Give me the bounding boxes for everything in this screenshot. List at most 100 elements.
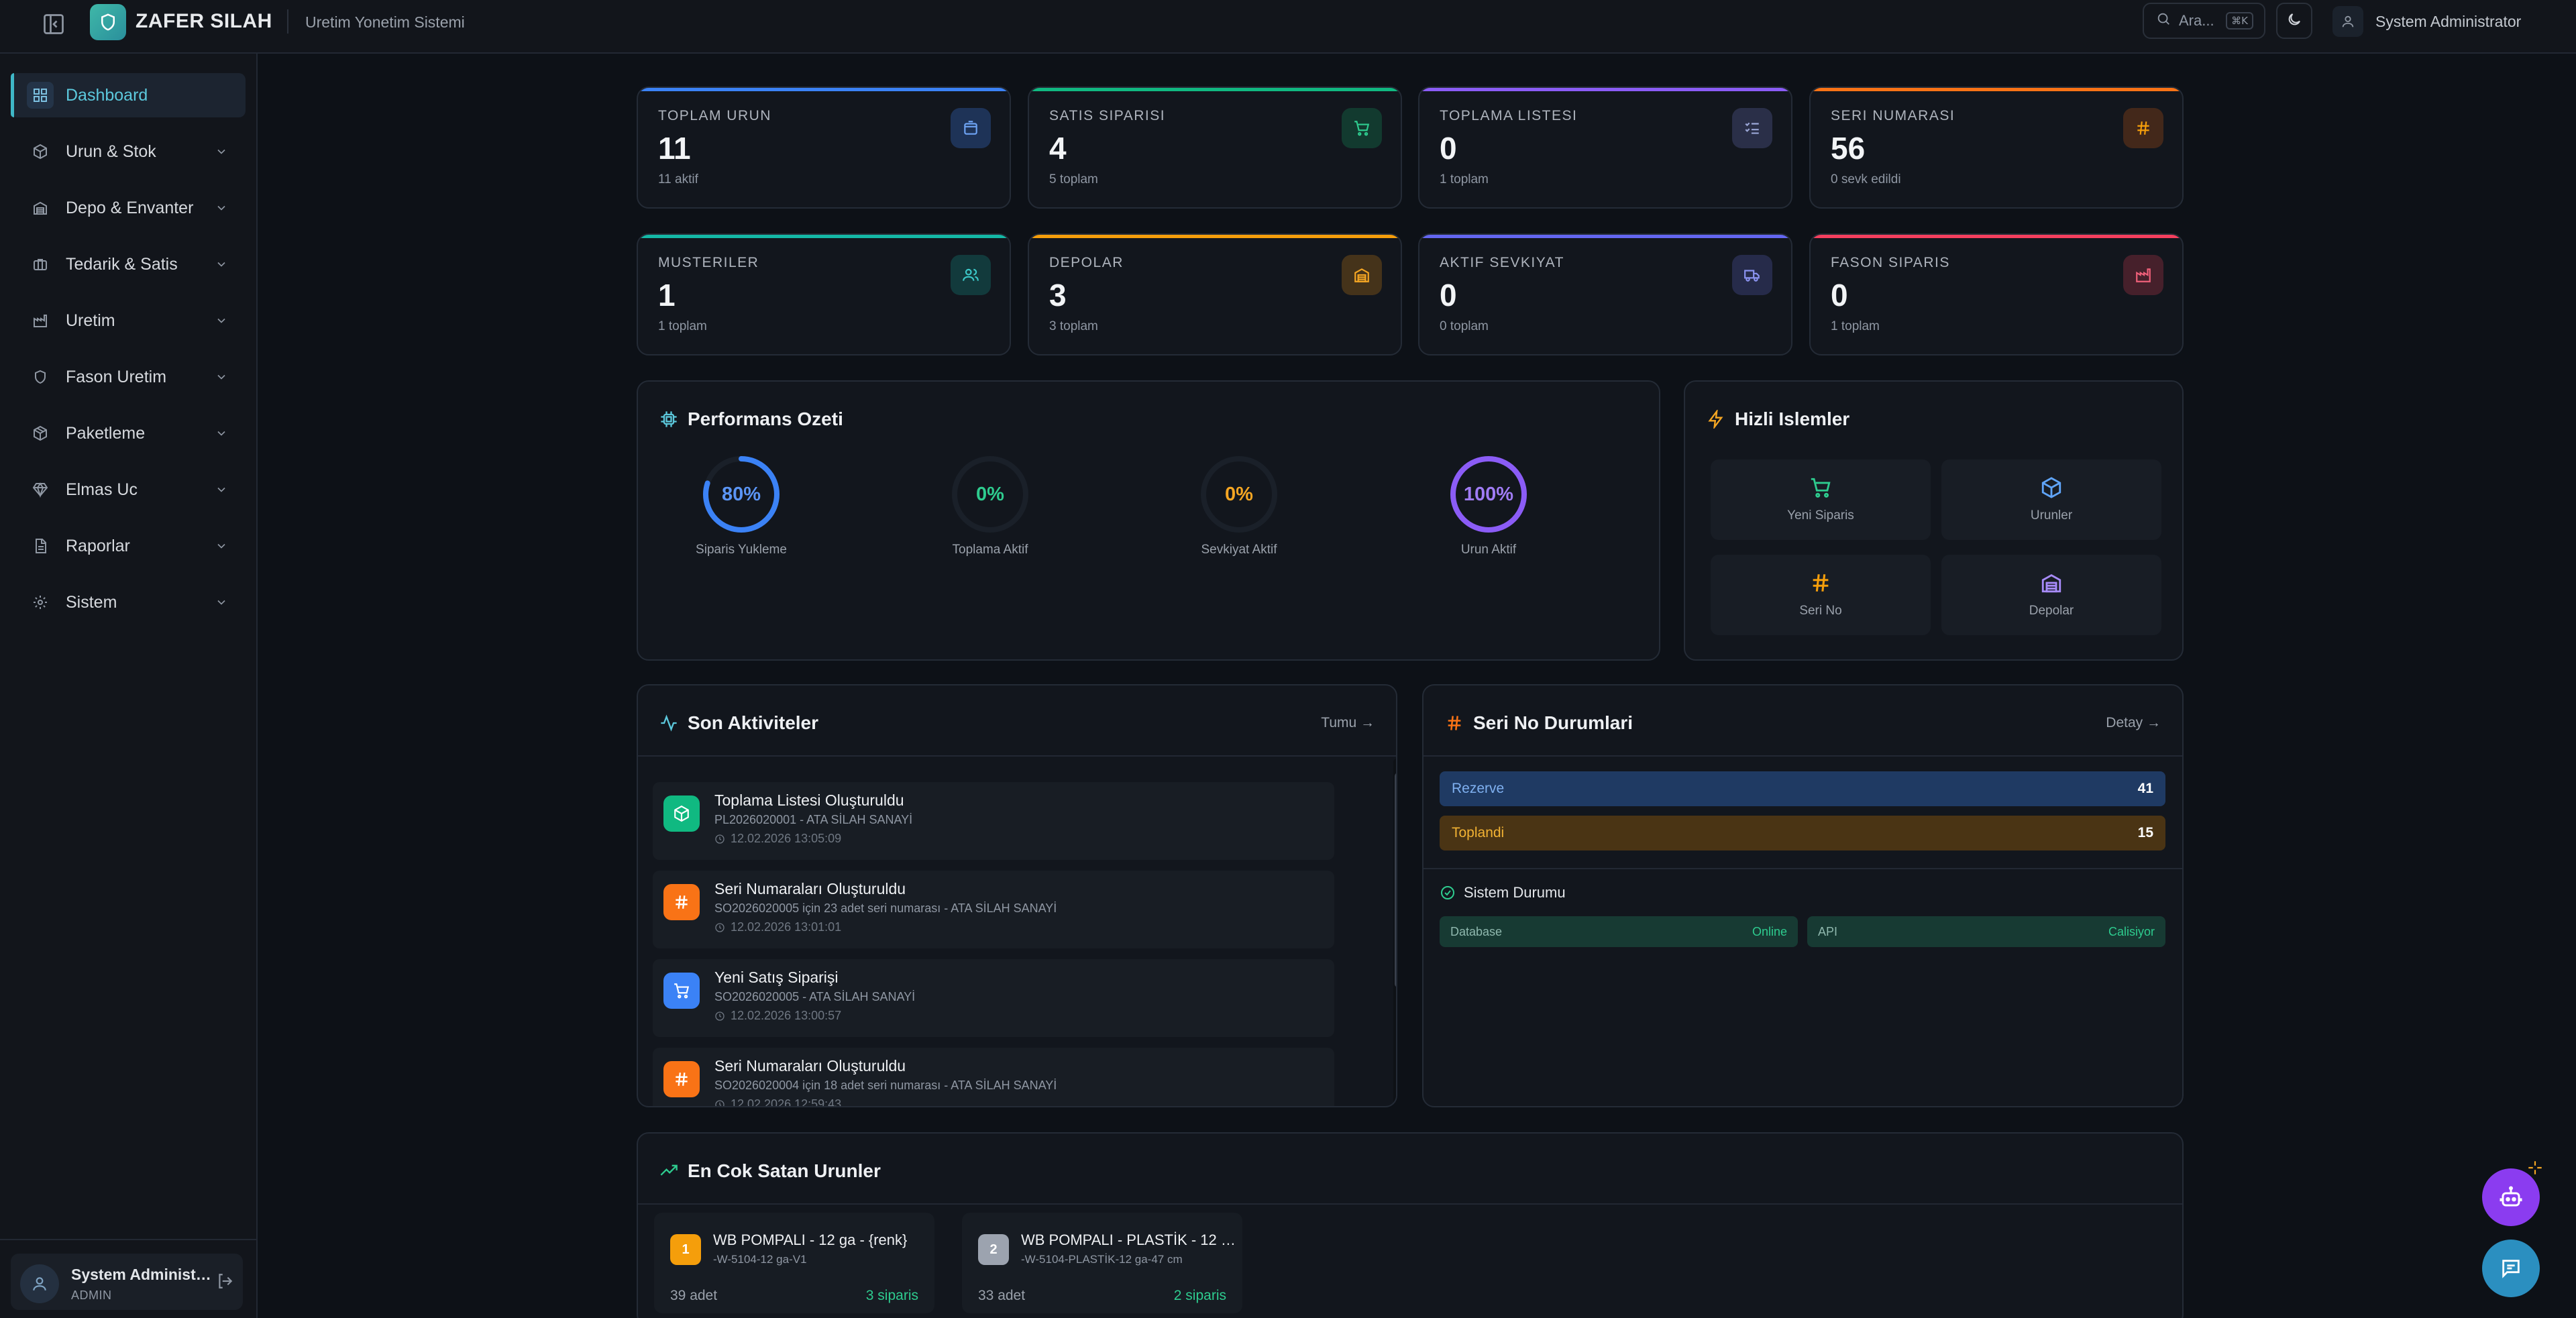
user-menu[interactable]: System Administrator xyxy=(2332,4,2521,39)
sidebar-item-label: Elmas Uc xyxy=(66,480,138,499)
logout-icon[interactable] xyxy=(216,1272,233,1293)
trending-up-icon xyxy=(659,1162,678,1180)
sidebar-item-tedarik-satis[interactable]: Tedarik & Satis xyxy=(11,242,246,286)
list-item[interactable]: Yeni Satış Siparişi SO2026020005 - ATA S… xyxy=(653,959,1334,1037)
app-logo-icon[interactable] xyxy=(90,4,126,40)
clock-icon xyxy=(714,1099,725,1106)
bolt-icon xyxy=(1707,410,1725,429)
gauge-value: 100% xyxy=(1463,483,1514,505)
chevron-down-icon xyxy=(215,539,229,553)
product-name: WB POMPALI - PLASTİK - 12 ga - 47 cm xyxy=(1021,1231,1236,1248)
status-row-toplandi[interactable]: Toplandi 15 xyxy=(1440,816,2165,850)
product-card[interactable]: 2 WB POMPALI - PLASTİK - 12 ga - 47 cm -… xyxy=(962,1213,1242,1313)
search-shortcut: ⌘K xyxy=(2226,12,2253,30)
sidebar-user-name: System Administrator xyxy=(71,1266,212,1283)
sidebar-toggle-icon[interactable] xyxy=(42,12,66,36)
sidebar-item-raporlar[interactable]: Raporlar xyxy=(11,524,246,568)
sidebar-item-elmas-uc[interactable]: Elmas Uc xyxy=(11,468,246,512)
list-item[interactable]: Seri Numaraları Oluşturuldu SO2026020004… xyxy=(653,1048,1334,1106)
chevron-down-icon xyxy=(215,426,229,441)
stat-accent-bar xyxy=(638,88,1010,91)
product-name: WB POMPALI - 12 ga - {renk} xyxy=(713,1231,908,1248)
cart-icon xyxy=(1809,476,1832,499)
search-button[interactable]: Ara... ⌘K xyxy=(2143,3,2265,39)
stat-label: TOPLAMA LISTESI xyxy=(1440,108,1578,123)
hash-icon xyxy=(663,1061,700,1097)
app-subtitle: Uretim Yonetim Sistemi xyxy=(305,13,465,31)
gem-icon xyxy=(27,476,54,503)
stat-accent-bar xyxy=(1029,235,1401,238)
stat-card-musteriler[interactable]: MUSTERILER 1 1 toplam xyxy=(637,233,1011,355)
gauge-ring xyxy=(703,456,780,533)
stat-accent-bar xyxy=(1419,235,1791,238)
gauge-ring xyxy=(1201,456,1277,533)
activity-title: Seri Numaraları Oluşturuldu xyxy=(714,880,906,897)
gauge-arc xyxy=(1450,456,1527,533)
sidebar-user-card[interactable]: System Administrator ADMIN xyxy=(11,1254,243,1310)
system-state: Online xyxy=(1752,924,1787,938)
sidebar-item-fason-uretim[interactable]: Fason Uretim xyxy=(11,355,246,399)
scrollbar[interactable] xyxy=(1393,758,1396,1106)
quick-actions-card: Hizli Islemler Yeni Siparis Urunler Seri… xyxy=(1684,380,2184,661)
stat-sub: 11 aktif xyxy=(658,172,698,186)
stat-label: FASON SIPARIS xyxy=(1831,255,1950,270)
stat-card-fason-siparis[interactable]: FASON SIPARIS 0 1 toplam xyxy=(1809,233,2184,355)
briefcase-icon xyxy=(27,251,54,278)
shield-icon xyxy=(27,364,54,390)
app-brand[interactable]: ZAFER SILAH xyxy=(136,10,272,32)
divider xyxy=(638,1203,2182,1205)
quick-action-depolar[interactable]: Depolar xyxy=(1941,555,2161,635)
sidebar-item-label: Dashboard xyxy=(66,85,148,105)
sidebar-item-paketleme[interactable]: Paketleme xyxy=(11,411,246,455)
scrollbar-thumb[interactable] xyxy=(1395,773,1396,987)
sidebar: Dashboard Urun & Stok Depo & Envanter Te… xyxy=(0,54,258,1318)
activities-title-text: Son Aktiviteler xyxy=(688,712,819,733)
stat-card-seri-numarasi[interactable]: SERI NUMARASI 56 0 sevk edildi xyxy=(1809,87,2184,209)
clock-icon xyxy=(714,922,725,933)
stat-value: 11 xyxy=(658,131,691,166)
top-products-title-text: En Cok Satan Urunler xyxy=(688,1160,881,1181)
moon-icon xyxy=(2286,11,2302,31)
stat-value: 1 xyxy=(658,278,676,313)
ai-assistant-button[interactable] xyxy=(2482,1168,2540,1226)
top-products-title: En Cok Satan Urunler xyxy=(659,1160,881,1182)
product-card[interactable]: 1 WB POMPALI - 12 ga - {renk} -W-5104-12… xyxy=(654,1213,934,1313)
check-circle-icon xyxy=(1440,885,1456,901)
sidebar-item-label: Paketleme xyxy=(66,423,146,443)
sidebar-item-uretim[interactable]: Uretim xyxy=(11,298,246,343)
activity-icon xyxy=(659,714,678,732)
stat-card-toplam-urun[interactable]: TOPLAM URUN 11 11 aktif xyxy=(637,87,1011,209)
truck-icon xyxy=(1732,255,1772,295)
sidebar-item-sistem[interactable]: Sistem xyxy=(11,580,246,624)
stat-card-aktif-sevkiyat[interactable]: AKTIF SEVKIYAT 0 0 toplam xyxy=(1418,233,1792,355)
stat-card-toplama-listesi[interactable]: TOPLAMA LISTESI 0 1 toplam xyxy=(1418,87,1792,209)
status-row-rezerve[interactable]: Rezerve 41 xyxy=(1440,771,2165,806)
sidebar-item-depo-envanter[interactable]: Depo & Envanter xyxy=(11,186,246,230)
stat-card-satis-siparisi[interactable]: SATIS SIPARISI 4 5 toplam xyxy=(1028,87,1402,209)
clock-icon xyxy=(714,834,725,844)
serial-status-detail-link[interactable]: Detay → xyxy=(2106,715,2161,730)
quick-action-seri-no[interactable]: Seri No xyxy=(1711,555,1931,635)
sidebar-item-urun-stok[interactable]: Urun & Stok xyxy=(11,129,246,174)
warehouse-icon xyxy=(2040,571,2063,594)
stat-sub: 1 toplam xyxy=(1440,172,1489,186)
quick-action-label: Depolar xyxy=(2029,604,2074,618)
activity-desc: SO2026020005 - ATA SİLAH SANAYİ xyxy=(714,990,916,1003)
list-item[interactable]: Toplama Listesi Oluşturuldu PL2026020001… xyxy=(653,782,1334,860)
quick-action-yeni-siparis[interactable]: Yeni Siparis xyxy=(1711,459,1931,540)
theme-toggle-button[interactable] xyxy=(2276,3,2312,39)
chevron-down-icon xyxy=(215,482,229,497)
list-item[interactable]: Seri Numaraları Oluşturuldu SO2026020005… xyxy=(653,871,1334,948)
chat-button[interactable] xyxy=(2482,1240,2540,1297)
stat-label: SERI NUMARASI xyxy=(1831,108,1955,123)
sidebar-item-dashboard[interactable]: Dashboard xyxy=(11,73,246,117)
quick-action-urunler[interactable]: Urunler xyxy=(1941,459,2161,540)
warehouse-icon xyxy=(1342,255,1382,295)
system-state: Calisiyor xyxy=(2108,924,2155,938)
activity-title: Toplama Listesi Oluşturuldu xyxy=(714,791,904,809)
chevron-down-icon xyxy=(215,257,229,272)
stat-sub: 1 toplam xyxy=(1831,319,1880,333)
stat-card-depolar[interactable]: DEPOLAR 3 3 toplam xyxy=(1028,233,1402,355)
activities-view-all-link[interactable]: Tumu → xyxy=(1321,715,1375,730)
gauge-value: 80% xyxy=(721,483,761,505)
